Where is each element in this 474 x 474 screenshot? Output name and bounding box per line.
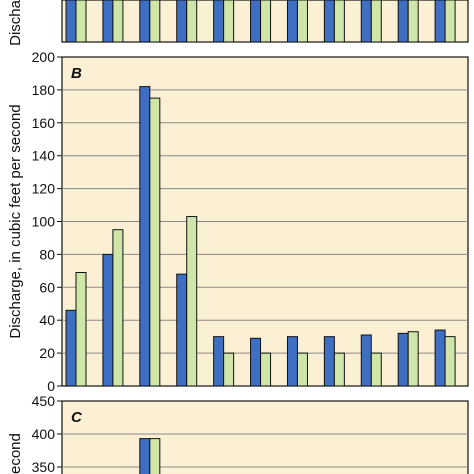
- panel-b-bar-blue: [397, 332, 409, 387]
- panel-b-bar-blue: [176, 273, 188, 387]
- panel-b-y-tick-label: 0: [47, 378, 55, 394]
- panel-b-bar-green: [75, 271, 87, 387]
- panel-b-bar-green: [296, 352, 308, 387]
- panel-a-bar-blue: [102, 0, 114, 43]
- panel-a-bar-blue: [213, 0, 225, 43]
- y-axis-label-top-fragment: Discha: [7, 0, 24, 46]
- panel-c-y-tick-label: 350: [32, 459, 56, 474]
- panel-c-bars: [139, 438, 161, 474]
- panel-a-bar-blue: [250, 0, 262, 43]
- panel-a-bar-green: [112, 0, 124, 43]
- panel-b-bar-blue: [360, 334, 372, 387]
- panel-c-letter: C: [71, 409, 83, 426]
- panel-a-bar-green: [333, 0, 345, 43]
- panel-b-bar-blue: [250, 337, 262, 387]
- panel-b-y-tick-label: 180: [32, 82, 56, 98]
- panel-b-bar-green: [260, 352, 272, 387]
- panel-a-bar-green: [444, 0, 456, 43]
- panel-b-y-tick-label: 100: [32, 214, 56, 230]
- panel-a-bar-blue: [139, 0, 151, 43]
- panel-b-bar-blue: [323, 336, 335, 387]
- panel-a-bar-blue: [360, 0, 372, 43]
- panel-b-bar-green: [370, 352, 382, 387]
- panel-a-bar-blue: [323, 0, 335, 43]
- panel-b-y-tick-label: 200: [32, 49, 56, 65]
- panel-a-bar-green: [260, 0, 272, 43]
- panel-b-bar-blue: [434, 329, 446, 387]
- panel-b-bar-blue: [286, 336, 298, 387]
- panel-b-bar-green: [444, 336, 456, 387]
- panel-b-bars: [65, 86, 456, 387]
- panel-a: [61, 0, 469, 43]
- panel-a-bar-green: [223, 0, 235, 43]
- panel-b-bar-blue: [65, 309, 77, 387]
- panel-a-bar-green: [186, 0, 198, 43]
- panel-a-bar-green: [75, 0, 87, 43]
- panel-c-y-tick-label: 400: [32, 426, 56, 442]
- panel-c-bar-green: [149, 438, 161, 474]
- y-axis-label: Discharge, in cubic feet per second: [7, 104, 24, 338]
- panel-a-bar-green: [296, 0, 308, 43]
- y-axis-label-bottom-fragment: econd: [7, 433, 24, 474]
- panel-b-y-tick-label: 20: [39, 345, 55, 361]
- panel-c-bar-blue: [139, 438, 151, 474]
- panel-b-bar-green: [112, 229, 124, 387]
- panel-b-bar-blue: [213, 336, 225, 387]
- panel-b-y-ticks: 0 20 40 60 80 100 120 140 160 180 200: [32, 49, 62, 394]
- panel-b: 0 20 40 60 80 100 120 140 160 180 200 B: [32, 49, 469, 394]
- panel-c-y-ticks: 350 400 450: [32, 393, 62, 474]
- panel-b-bar-green: [149, 97, 161, 387]
- panel-b-bar-green: [407, 331, 419, 387]
- panel-a-bar-green: [149, 0, 161, 43]
- panel-a-bar-blue: [65, 0, 77, 43]
- panel-a-bar-green: [407, 0, 419, 43]
- panel-b-y-tick-label: 40: [39, 312, 55, 328]
- panel-a-bar-blue: [397, 0, 409, 43]
- panel-b-y-tick-label: 140: [32, 148, 56, 164]
- panel-c-y-tick-label: 450: [32, 393, 56, 409]
- panel-b-gridlines: [62, 89, 468, 354]
- panel-b-y-tick-label: 120: [32, 181, 56, 197]
- panel-c-plot-area: [61, 400, 469, 474]
- panel-a-bar-blue: [176, 0, 188, 43]
- panel-b-bar-green: [186, 216, 198, 387]
- panel-c-gridlines: [62, 433, 468, 468]
- panel-b-y-tick-label: 160: [32, 115, 56, 131]
- panel-a-bar-blue: [286, 0, 298, 43]
- panel-c: 350 400 450 C: [32, 393, 469, 474]
- panel-b-bar-green: [223, 352, 235, 387]
- panel-b-bar-green: [333, 352, 345, 387]
- panel-b-y-tick-label: 80: [39, 246, 55, 262]
- panel-b-bar-blue: [102, 253, 114, 387]
- panel-b-y-tick-label: 60: [39, 279, 55, 295]
- panel-b-letter: B: [71, 65, 82, 82]
- panel-b-bar-blue: [139, 86, 151, 387]
- panel-a-bar-blue: [434, 0, 446, 43]
- panel-a-bar-green: [370, 0, 382, 43]
